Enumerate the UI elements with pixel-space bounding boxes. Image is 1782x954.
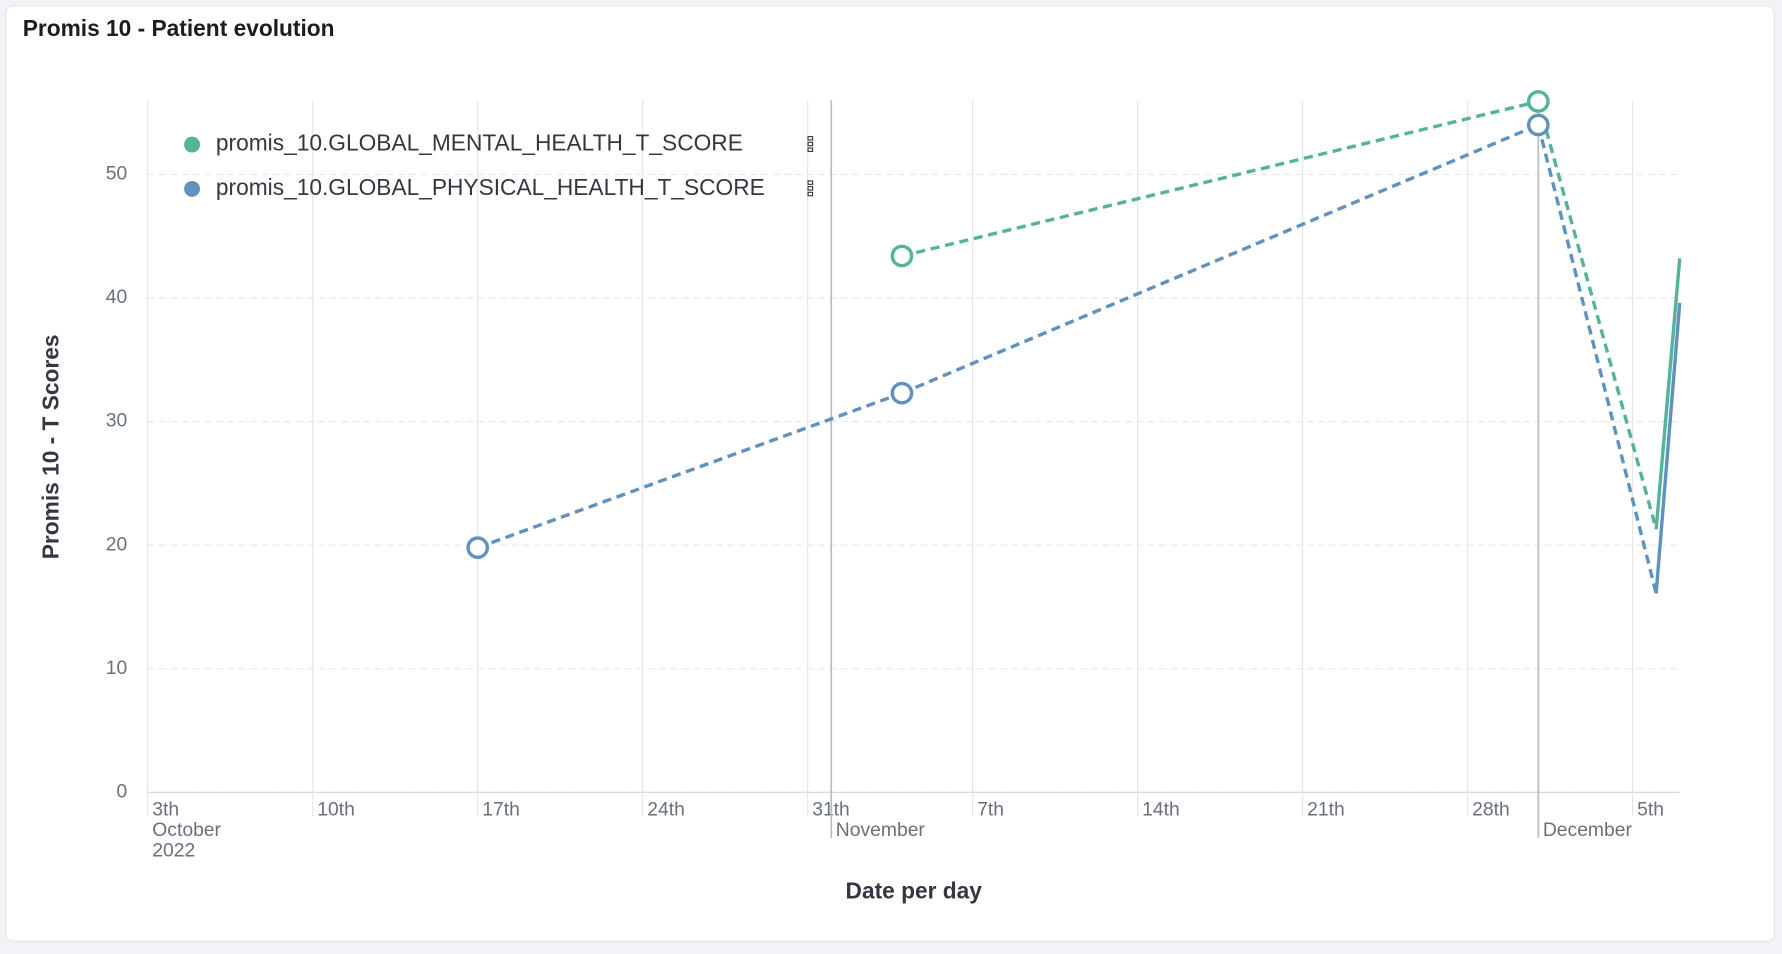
- legend-swatch: [184, 180, 201, 197]
- point: [466, 536, 490, 560]
- x-tick-label: 5th: [1637, 800, 1664, 821]
- legend-handle: [807, 141, 814, 147]
- line-segment: [1536, 101, 1658, 530]
- y-tick-label: 10: [106, 658, 127, 679]
- legend-swatch: [184, 136, 201, 153]
- point: [1526, 90, 1550, 113]
- legend-handle: [807, 180, 814, 185]
- chart-title: Promis 10 - Patient evolution: [23, 15, 335, 41]
- y-axis-title: Promis 10 - T Scores: [37, 335, 63, 560]
- line-segment: [1654, 258, 1682, 530]
- y-tick-label: 0: [117, 781, 128, 802]
- point: [1526, 113, 1550, 137]
- panel: [5, 5, 1775, 942]
- x-tick-label: 28th: [1472, 800, 1510, 821]
- month-label: November: [836, 820, 926, 841]
- line-segment: [477, 391, 903, 550]
- legend-handle: [807, 191, 814, 197]
- line-segment: [901, 99, 1539, 258]
- year-label: 2022: [152, 841, 195, 862]
- y-tick-label: 30: [106, 411, 127, 432]
- point: [890, 244, 914, 268]
- line-segment: [1536, 124, 1658, 594]
- y-tick-label: 20: [106, 534, 127, 555]
- x-tick-label: 21th: [1307, 800, 1345, 821]
- x-axis-title: Date per day: [846, 877, 983, 903]
- line-segment: [1654, 302, 1682, 594]
- y-tick-label: 40: [106, 287, 127, 308]
- point: [890, 381, 914, 405]
- x-tick-label: 14th: [1142, 800, 1180, 821]
- line-segment: [901, 123, 1539, 395]
- legend-handle: [807, 147, 814, 152]
- x-tick-label: 17th: [482, 800, 520, 821]
- legend-handle: [807, 136, 814, 141]
- month-label: October: [152, 820, 221, 841]
- x-tick-label: 10th: [317, 800, 355, 821]
- month-label: December: [1543, 820, 1633, 841]
- legend-label: promis_10.GLOBAL_MENTAL_HEALTH_T_SCORE: [216, 130, 743, 156]
- x-tick-label: 7th: [977, 800, 1004, 821]
- x-tick-label: 24th: [647, 800, 685, 821]
- x-tick-label: 3th: [152, 800, 179, 821]
- legend-label: promis_10.GLOBAL_PHYSICAL_HEALTH_T_SCORE: [216, 174, 765, 200]
- legend-handle: [807, 186, 814, 191]
- y-tick-label: 50: [106, 164, 127, 185]
